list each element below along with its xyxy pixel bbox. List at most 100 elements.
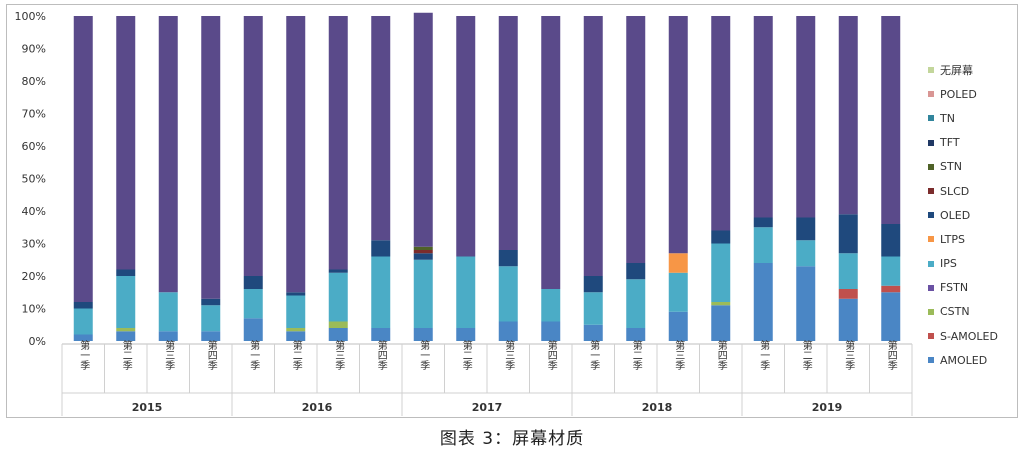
bar-segment-无屏幕: [541, 16, 561, 289]
bar-segment-ips: [456, 256, 476, 328]
bar-segment-ips: [626, 279, 646, 328]
bar-segment-ips: [116, 276, 136, 328]
legend-label: AMOLED: [940, 353, 988, 367]
bar-segment-无屏幕: [668, 16, 688, 254]
bar-segment-无屏幕: [243, 16, 263, 276]
bar-segment-stn: [413, 246, 433, 250]
legend-label: TFT: [940, 136, 960, 150]
x-category-label: 第四季: [885, 339, 897, 371]
bar-segment-ips: [881, 256, 901, 286]
x-category-label: 第二季: [800, 339, 812, 371]
bar-segment-amoled: [796, 266, 816, 341]
legend-swatch: [928, 308, 934, 315]
bar-segment-ips: [838, 253, 858, 289]
x-category-label: 第三季: [673, 339, 685, 371]
bar-segment-无屏幕: [711, 16, 731, 231]
bar-segment-无屏幕: [371, 16, 391, 241]
legend-swatch: [928, 115, 934, 122]
legend-item: IPS: [928, 252, 1018, 276]
y-tick-label: 60%: [22, 140, 46, 153]
bar-segment-oled: [73, 302, 93, 309]
legend-item: S-AMOLED: [928, 324, 1018, 348]
bar-segment-ips: [243, 289, 263, 319]
legend-label: IPS: [940, 257, 957, 271]
x-category-label: 第四季: [375, 339, 387, 371]
bar-segment-ips: [796, 240, 816, 267]
figure-caption: 图表 3：屏幕材质: [439, 429, 585, 449]
x-category-label: 第二季: [460, 339, 472, 371]
bar-segment-ips: [583, 292, 603, 325]
bar-segment-amoled: [201, 331, 221, 341]
bar-segment-amoled: [286, 331, 306, 341]
legend-item: OLED: [928, 203, 1018, 227]
bar-segment-amoled: [328, 328, 348, 341]
bar-segment-oled: [413, 253, 433, 260]
legend-swatch: [928, 260, 934, 267]
bar-segment-amoled: [881, 292, 901, 341]
bar-segment-无屏幕: [626, 16, 646, 263]
bar-segment-oled: [286, 292, 306, 296]
bar-segment-ips: [753, 227, 773, 263]
bar-segment-ips: [498, 266, 518, 322]
x-category-label: 第三季: [333, 339, 345, 371]
bar-segment-oled: [328, 269, 348, 273]
y-tick-label: 40%: [22, 205, 46, 218]
bar-segment-无屏幕: [201, 16, 221, 299]
bar-segment-slcd: [413, 250, 433, 254]
bar-segment-oled: [116, 269, 136, 276]
bar-segment-amoled: [456, 328, 476, 341]
legend-label: TN: [940, 111, 955, 125]
bar-segment-oled: [838, 214, 858, 254]
bar-segment-amoled: [753, 263, 773, 341]
bar-segment-oled: [243, 276, 263, 289]
bar-segment-无屏幕: [328, 16, 348, 270]
bar-segment-cstn: [286, 328, 306, 332]
stacked-bar-chart: 0% 10% 20% 30% 40% 50% 60% 70% 80% 90% 100% 第一季 第二季 第…: [15, 10, 913, 416]
legend-item: STN: [928, 155, 1018, 179]
x-category-label: 第一季: [248, 339, 260, 371]
x-category-label: 第四季: [715, 339, 727, 371]
bar-segment-oled: [626, 263, 646, 280]
bar-segment-ips: [158, 292, 178, 332]
legend-swatch: [928, 67, 934, 74]
bar-segment-oled: [498, 250, 518, 267]
legend-label: STN: [940, 160, 962, 174]
bar-segment-ips: [541, 289, 561, 322]
bar-segment-无屏幕: [413, 12, 433, 247]
x-category-label: 第二季: [120, 339, 132, 371]
bar-segment-amoled: [116, 331, 136, 341]
legend-label: S-AMOLED: [940, 329, 998, 343]
legend-swatch: [928, 91, 934, 98]
legend-swatch: [928, 212, 934, 219]
legend-item: SLCD: [928, 179, 1018, 203]
y-tick-label: 70%: [22, 108, 46, 121]
bar-segment-amoled: [541, 321, 561, 341]
bar-segment-oled: [371, 240, 391, 257]
bar-segment-无屏幕: [456, 16, 476, 257]
x-group-label: 2017: [472, 401, 503, 414]
bar-segment-ips: [371, 256, 391, 328]
bar-segment-无屏幕: [753, 16, 773, 218]
legend-label: 无屏幕: [940, 64, 973, 78]
x-category-label: 第二季: [630, 339, 642, 371]
legend-item: FSTN: [928, 276, 1018, 300]
bar-segment-无屏幕: [116, 16, 136, 270]
legend-label: CSTN: [940, 305, 970, 319]
bar-segment-amoled: [626, 328, 646, 341]
y-tick-label: 0%: [29, 335, 46, 348]
x-category-label: 第四季: [205, 339, 217, 371]
chart-legend: 无屏幕 POLED TN TFT STN SLCD OLED LTPS IPS FSTN CSTN S…: [928, 58, 1018, 372]
legend-item: POLED: [928, 82, 1018, 106]
bar-segment-amoled: [498, 321, 518, 341]
x-group-label: 2018: [642, 401, 673, 414]
bar-segment-oled: [201, 298, 221, 306]
legend-label: OLED: [940, 208, 971, 222]
bar-segment-无屏幕: [498, 16, 518, 250]
x-category-label: 第一季: [418, 339, 430, 371]
bar-segment-cstn: [116, 328, 136, 332]
bar-segment-amoled: [668, 311, 688, 341]
legend-swatch: [928, 333, 934, 340]
bar-segment-cstn: [711, 302, 731, 306]
bar-segment-oled: [796, 217, 816, 241]
bar-segment-oled: [583, 276, 603, 293]
